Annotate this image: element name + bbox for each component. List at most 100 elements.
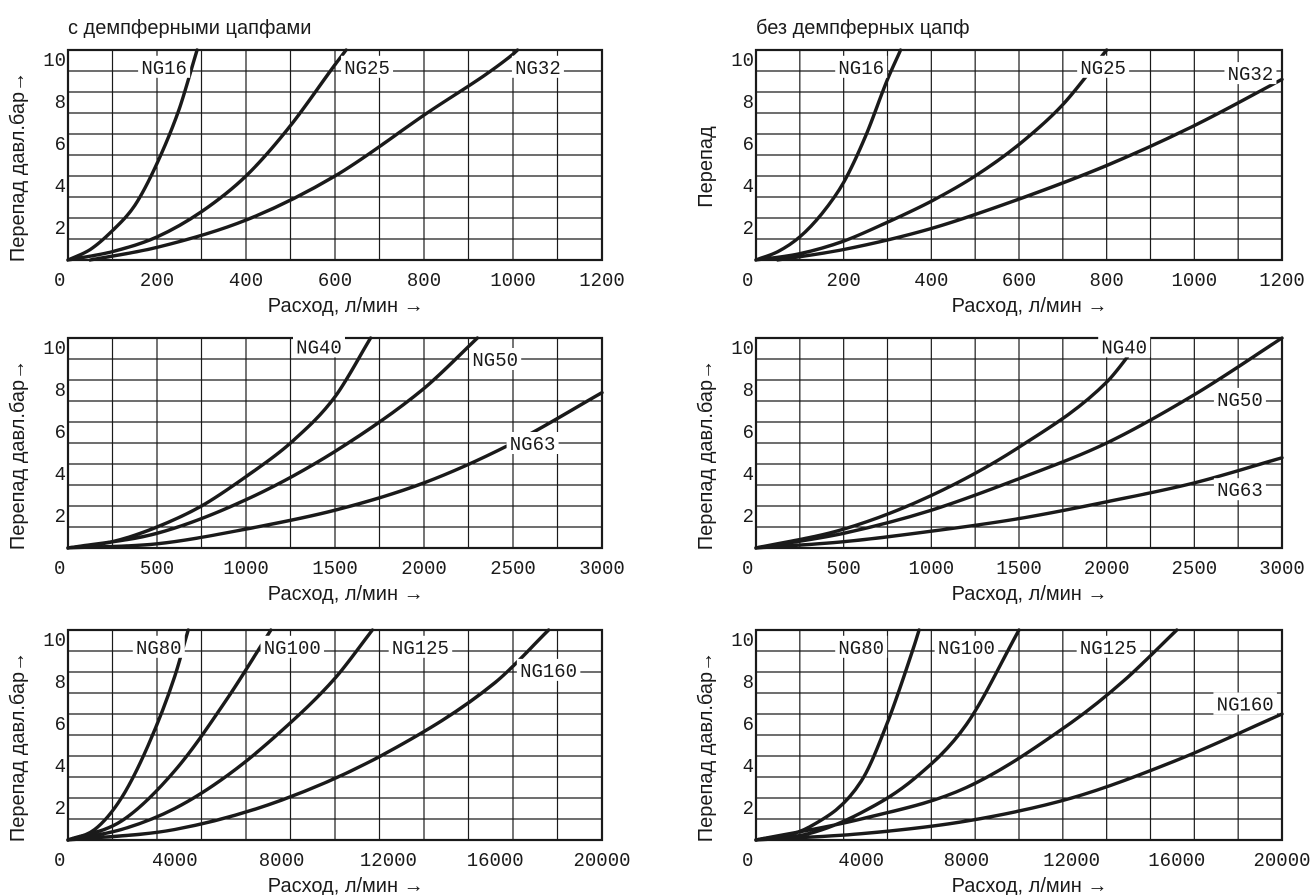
x-tick-label: 400 (914, 270, 948, 292)
series-label-bg (1213, 478, 1266, 501)
series-line-ng40 (754, 336, 1144, 550)
x-tick-label: 500 (140, 558, 174, 580)
series-label-bg (1213, 692, 1277, 715)
series-label-ng16: NG16 (838, 58, 884, 80)
series-label-bg (132, 635, 185, 658)
x-tick-label: 12000 (1043, 850, 1100, 872)
y-tick-label: 2 (743, 506, 754, 528)
chart-panel-4: 0 500 1000 1500 2000 2500 3000 2 4 6 8 10 Расход, л/… (695, 335, 1305, 605)
series-label-ng80: NG80 (136, 638, 182, 660)
y-tick-label: 10 (43, 338, 66, 360)
series-label-ng40: NG40 (1101, 337, 1147, 359)
x-tick-label: 3000 (579, 558, 625, 580)
series-line-ng25 (754, 48, 1109, 262)
x-tick-label: 200 (140, 270, 174, 292)
y-tick-label: 10 (731, 630, 754, 652)
series-label-ng25: NG25 (1080, 58, 1126, 80)
x-tick-label: 3000 (1259, 558, 1305, 580)
grid (68, 50, 602, 260)
series-label-ng160: NG160 (520, 661, 577, 683)
y-tick-label: 4 (743, 464, 754, 486)
series-line-ng160 (754, 712, 1284, 842)
x-tick-label: 1200 (579, 270, 625, 292)
y-axis-label: Перепад давл.бар→ (695, 360, 717, 550)
series-line-ng160 (66, 628, 551, 842)
y-tick-label: 4 (743, 756, 754, 778)
chart-panel-2: 0 200 400 600 800 1000 1200 2 4 6 8 10 Расход, л/мин… (695, 48, 1305, 317)
series-line-ng80 (754, 628, 921, 842)
series-label-bg (516, 658, 581, 681)
series-label-ng32: NG32 (1228, 64, 1274, 86)
series-label-bg (835, 635, 888, 658)
series-label-ng16: NG16 (141, 58, 187, 80)
x-tick-label: 200 (827, 270, 861, 292)
x-tick-label: 0 (742, 270, 753, 292)
y-tick-label: 2 (55, 798, 66, 820)
grid (756, 338, 1282, 548)
x-tick-label: 1000 (223, 558, 269, 580)
x-tick-label: 1000 (1172, 270, 1218, 292)
series-line-ng100 (754, 628, 1021, 842)
x-axis-label: Расход, л/мин → (952, 583, 1108, 605)
x-tick-label: 4000 (152, 850, 198, 872)
x-tick-label: 1500 (996, 558, 1042, 580)
plot-frame (754, 336, 1284, 550)
x-axis-label: Расход, л/мин → (268, 583, 424, 605)
header-left: с демпферными цапфами (68, 17, 311, 39)
y-tick-label: 6 (55, 134, 66, 156)
series-line-ng32 (88, 48, 520, 262)
y-tick-label: 6 (743, 714, 754, 736)
x-tick-label: 0 (54, 558, 65, 580)
series-label-bg (1098, 335, 1151, 358)
series-line-ng25 (66, 48, 348, 262)
y-tick-label: 6 (55, 714, 66, 736)
x-tick-label: 1500 (312, 558, 358, 580)
series-line-ng100 (66, 628, 273, 842)
y-tick-label: 10 (731, 50, 754, 72)
x-axis-label: Расход, л/мин → (268, 295, 424, 317)
series-line-ng16 (754, 48, 903, 262)
x-tick-label: 20000 (573, 850, 630, 872)
series-label-ng32: NG32 (515, 58, 561, 80)
x-tick-label: 2000 (401, 558, 447, 580)
x-tick-label: 1000 (909, 558, 955, 580)
x-tick-label: 8000 (944, 850, 990, 872)
series-label-ng125: NG125 (1080, 638, 1137, 660)
series-label-ng160: NG160 (1217, 695, 1274, 717)
y-tick-label: 6 (55, 422, 66, 444)
y-tick-label: 2 (743, 798, 754, 820)
series-label-bg (469, 348, 522, 370)
series-label-bg (388, 635, 453, 658)
y-tick-label: 4 (55, 756, 66, 778)
series-label-ng50: NG50 (1217, 390, 1263, 412)
series-label-bg (1076, 635, 1141, 658)
y-tick-label: 2 (55, 506, 66, 528)
y-axis-label: Перепад давл.бар→ (7, 72, 29, 262)
plot-frame (66, 48, 604, 262)
x-tick-label: 500 (827, 558, 861, 580)
x-tick-label: 2500 (1172, 558, 1218, 580)
series-label-bg (292, 335, 345, 358)
series-label-bg (260, 635, 325, 658)
y-tick-label: 10 (731, 338, 754, 360)
series-label-ng63: NG63 (510, 434, 556, 456)
series-line-ng125 (754, 628, 1179, 842)
x-tick-label: 0 (742, 850, 753, 872)
x-tick-label: 12000 (360, 850, 417, 872)
plot-frame (66, 628, 604, 842)
y-tick-label: 2 (55, 218, 66, 240)
header-right: без демпферных цапф (756, 17, 970, 39)
series-label-bg (506, 432, 559, 454)
x-tick-label: 1000 (490, 270, 536, 292)
x-tick-label: 600 (318, 270, 352, 292)
y-axis-label: Перепад (695, 126, 717, 208)
series-line-ng16 (66, 48, 199, 262)
x-tick-label: 2000 (1084, 558, 1130, 580)
x-tick-label: 800 (1090, 270, 1124, 292)
y-tick-label: 4 (55, 176, 66, 198)
series-label-ng40: NG40 (296, 337, 342, 359)
series-label-bg (934, 635, 999, 658)
series-label-ng125: NG125 (392, 638, 449, 660)
series-line-ng32 (776, 77, 1284, 262)
y-tick-label: 10 (43, 630, 66, 652)
